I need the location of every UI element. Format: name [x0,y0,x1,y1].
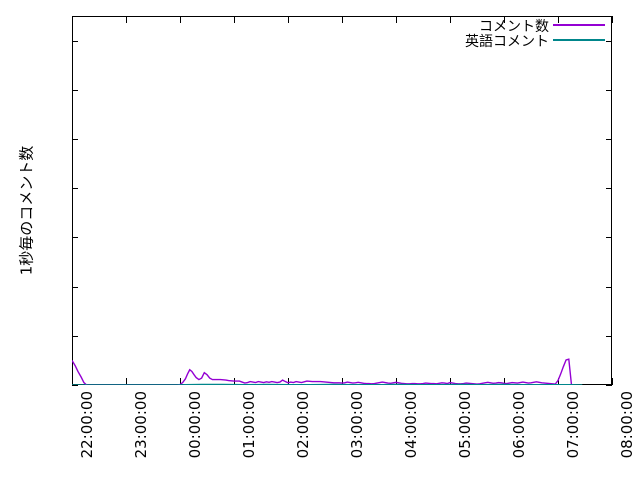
x-axis-tick-mark [450,378,451,385]
x-axis-tick-label: 00:00:00 [186,391,204,459]
chart-legend: コメント数 英語コメント [443,17,609,50]
y-axis-tick-mark [72,385,78,386]
y-axis-tick-mark [606,286,612,288]
y-axis-tick-mark [72,89,78,91]
plot-frame [72,16,612,385]
x-axis-tick-label: 06:00:00 [510,391,528,459]
x-axis-tick-mark [72,16,73,23]
y-axis-title: 1秒毎のコメント数 [17,145,36,276]
x-axis-tick-mark [504,16,505,23]
x-axis-tick-mark [180,16,181,23]
legend-entry: コメント数 [443,17,609,35]
y-axis-tick-mark [72,188,78,190]
x-axis-tick-mark [612,16,613,23]
x-axis-tick-label: 23:00:00 [132,391,150,459]
x-axis-tick-label: 22:00:00 [78,391,96,459]
x-axis-tick-mark [396,378,397,385]
legend-label: 英語コメント [465,34,549,50]
x-axis-tick-mark [450,16,451,23]
y-axis-tick-mark [606,188,612,190]
x-axis-tick-mark [342,378,343,385]
x-axis-tick-mark [504,378,505,385]
y-axis-tick-mark [72,286,78,288]
y-axis-tick-mark [606,237,612,239]
y-axis-tick-mark [72,139,78,140]
y-axis-tick-mark [606,385,612,386]
y-axis-tick-mark [606,139,612,140]
legend-color-swatch [553,24,605,26]
y-axis-tick-mark [606,89,612,91]
y-axis-tick-mark [72,237,78,239]
y-axis-tick-mark [72,40,78,42]
x-axis-tick-label: 07:00:00 [564,391,582,459]
x-axis-tick-mark [72,378,73,385]
x-axis-tick-mark [288,378,289,385]
x-axis-tick-mark [558,16,559,23]
x-axis-tick-mark [234,378,235,385]
x-axis-tick-label: 05:00:00 [456,391,474,459]
x-axis-tick-mark [396,16,397,23]
x-axis-tick-label: 03:00:00 [348,391,366,459]
y-axis-tick-mark [606,335,612,337]
x-axis-tick-mark [126,378,127,385]
y-axis-tick-mark [72,335,78,337]
x-axis-tick-mark [234,16,235,23]
x-axis-tick-mark [558,378,559,385]
x-axis-tick-mark [342,16,343,23]
legend-entry: 英語コメント [443,32,609,50]
x-axis-tick-label: 02:00:00 [294,391,312,459]
x-axis-tick-label: 04:00:00 [402,391,420,459]
x-axis-tick-mark [288,16,289,23]
x-axis-tick-label: 08:00:00 [618,391,636,459]
x-axis-tick-mark [126,16,127,23]
x-axis-tick-mark [612,378,613,385]
y-axis-tick-mark [606,40,612,42]
legend-label: コメント数 [479,19,549,35]
x-axis-tick-mark [180,378,181,385]
legend-color-swatch [553,39,605,41]
x-axis-tick-label: 01:00:00 [240,391,258,459]
